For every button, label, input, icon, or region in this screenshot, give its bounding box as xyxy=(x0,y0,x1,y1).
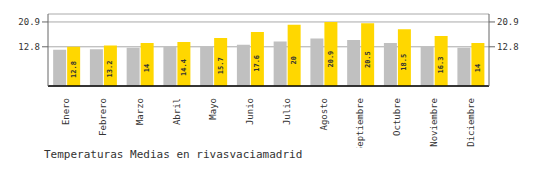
svg-text:18.5: 18.5 xyxy=(400,54,408,71)
svg-text:12.8: 12.8 xyxy=(497,42,519,52)
svg-text:12.8: 12.8 xyxy=(18,42,40,52)
svg-text:Septiembre: Septiembre xyxy=(355,98,365,148)
svg-text:Enero: Enero xyxy=(61,98,71,125)
svg-text:Mayo: Mayo xyxy=(208,98,218,120)
svg-text:Julio: Julio xyxy=(282,98,292,125)
svg-text:17.6: 17.6 xyxy=(253,55,261,72)
svg-text:Agosto: Agosto xyxy=(319,98,329,131)
svg-text:16.3: 16.3 xyxy=(437,57,445,74)
svg-text:20: 20 xyxy=(290,56,298,64)
svg-text:20.9: 20.9 xyxy=(497,17,519,27)
svg-text:Febrero: Febrero xyxy=(98,98,108,136)
svg-text:Noviembre: Noviembre xyxy=(429,98,439,147)
svg-text:20.9: 20.9 xyxy=(18,17,40,27)
svg-text:14: 14 xyxy=(143,64,151,72)
svg-text:14: 14 xyxy=(474,64,482,72)
svg-text:14.4: 14.4 xyxy=(180,59,188,76)
svg-text:Octubre: Octubre xyxy=(392,98,402,136)
svg-text:Marzo: Marzo xyxy=(135,98,145,125)
svg-text:Junio: Junio xyxy=(245,98,255,125)
html-text:Temperaturas Medias en rivasva: Temperaturas Medias en rivasvaciamadrid xyxy=(44,148,303,161)
svg-text:13.2: 13.2 xyxy=(106,61,114,78)
svg-text:15.7: 15.7 xyxy=(217,57,225,74)
svg-text:20.5: 20.5 xyxy=(364,51,372,68)
svg-text:Abril: Abril xyxy=(172,98,182,125)
svg-text:12.8: 12.8 xyxy=(70,61,78,78)
svg-text:20.9: 20.9 xyxy=(327,51,335,68)
svg-text:Diciembre: Diciembre xyxy=(466,98,476,147)
